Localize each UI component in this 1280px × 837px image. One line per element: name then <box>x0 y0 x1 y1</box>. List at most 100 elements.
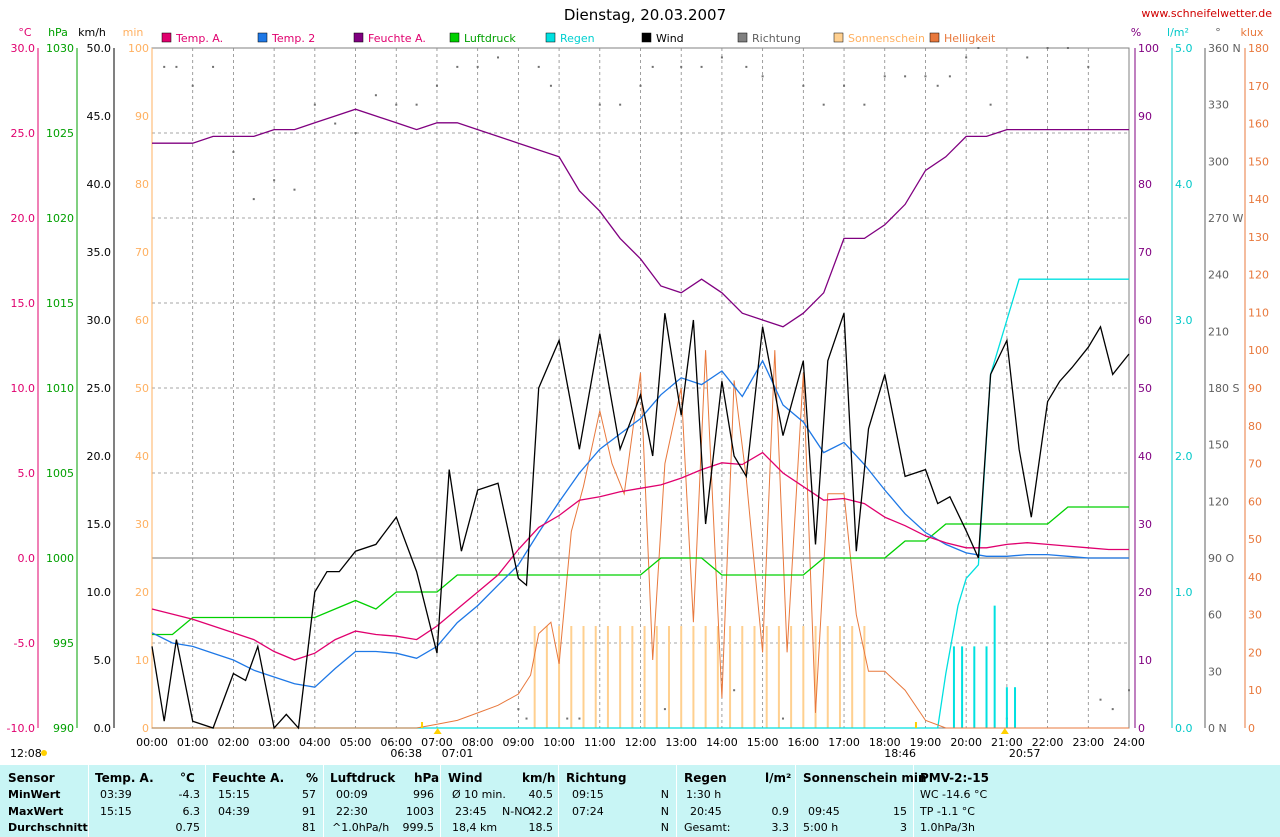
x-tick-label: 06:00 <box>380 736 412 749</box>
sunshine-axis-tick: 60 <box>135 314 149 327</box>
temp-axis-tick: 10.0 <box>11 382 36 395</box>
brightness-axis-tick: 150 <box>1248 155 1269 168</box>
brightness-axis-tick: 10 <box>1248 684 1262 697</box>
humidity-axis-tick: 60 <box>1138 314 1152 327</box>
humidity-axis-tick: 40 <box>1138 450 1152 463</box>
row-label-max: MaxWert <box>8 805 64 818</box>
legend-label: Luftdruck <box>464 32 516 45</box>
direction-axis-tick: 240 <box>1208 269 1229 282</box>
pressure-axis-tick: 1020 <box>46 212 74 225</box>
direction-axis-tick: 210 <box>1208 325 1229 338</box>
humidity-unit: % <box>306 771 319 785</box>
pmv-pressure-trend: 1.0hPa/3h <box>920 821 976 834</box>
brightness-axis-tick: 130 <box>1248 231 1269 244</box>
rain-max-time: 20:45 <box>690 805 722 818</box>
direction-point <box>1087 65 1090 68</box>
temp-axis-tick: -5.0 <box>14 637 35 650</box>
wind-axis-tick: 35.0 <box>87 246 112 259</box>
last-light-marker <box>1000 728 1009 734</box>
x-tick-label: 21:00 <box>991 736 1023 749</box>
direction-point <box>733 689 736 692</box>
series <box>151 47 1130 730</box>
pressure-axis-tick: 1000 <box>46 552 74 565</box>
direction-point <box>232 150 235 153</box>
x-tick-label: 19:00 <box>910 736 942 749</box>
direction-point <box>663 708 666 711</box>
sunshine-axis-tick: 90 <box>135 110 149 123</box>
x-tick-label: 12:00 <box>625 736 657 749</box>
x-tick-label: 00:00 <box>136 736 168 749</box>
pressure-axis-tick: 990 <box>53 722 74 735</box>
direction-point <box>252 198 255 201</box>
pressure-trend: ^1.0hPa/h <box>332 821 390 834</box>
wind-max-time: 23:45 <box>455 805 487 818</box>
rain-unit: l/m² <box>765 771 792 785</box>
direction-point <box>313 103 316 106</box>
sunshine-axis-tick: 20 <box>135 586 149 599</box>
direction-point <box>598 103 601 106</box>
wind-axis-tick: 45.0 <box>87 110 112 123</box>
brightness-axis-tick: 90 <box>1248 382 1262 395</box>
direction-point <box>212 65 215 68</box>
pressure-axis-tick: 995 <box>53 637 74 650</box>
x-tick-label: 02:00 <box>218 736 250 749</box>
x-tick-label: 24:00 <box>1113 736 1145 749</box>
rain-max-value: 0.9 <box>771 805 790 818</box>
x-tick-label: 03:00 <box>258 736 290 749</box>
legend-swatch <box>353 32 364 43</box>
sensor-header: Sensor <box>8 771 55 785</box>
direction-point <box>745 65 748 68</box>
axis-unit: l/m² <box>1167 26 1189 39</box>
direction-point <box>566 717 569 720</box>
temp-axis-tick: 25.0 <box>11 127 36 140</box>
temp-axis-tick: 30.0 <box>11 42 36 55</box>
website-link[interactable]: www.schneifelwetter.de <box>1141 7 1272 20</box>
rain-axis-tick: 4.0 <box>1175 178 1193 191</box>
humidity-max-time: 04:39 <box>218 805 250 818</box>
sunshine-axis-tick: 10 <box>135 654 149 667</box>
x-tick-label: 11:00 <box>584 736 616 749</box>
sunrise-label: 06:38 <box>390 747 422 760</box>
temp-axis-tick: -10.0 <box>7 722 35 735</box>
brightness-axis-tick: 160 <box>1248 118 1269 131</box>
first-light-marker <box>433 728 442 734</box>
pmv-header: PMV-2:-15 <box>920 771 989 785</box>
direction-point <box>863 103 866 106</box>
pressure-min-value: 996 <box>413 788 434 801</box>
stats-panel: Sensor MinWert MaxWert Durchschnitt Temp… <box>0 765 1280 837</box>
wind-axis-tick: 20.0 <box>87 450 112 463</box>
last-light-label: 20:57 <box>1009 747 1041 760</box>
series-line-luftdruck <box>152 506 1129 636</box>
direction-point <box>1026 56 1029 59</box>
brightness-axis-tick: 80 <box>1248 420 1262 433</box>
brightness-axis-tick: 170 <box>1248 80 1269 93</box>
direction-point <box>904 75 907 78</box>
sun-icon <box>41 750 47 756</box>
wind-axis-tick: 5.0 <box>94 654 112 667</box>
temp-avg-value: 0.75 <box>175 821 201 834</box>
row-label-avg: Durchschnitt <box>8 821 88 834</box>
axis-unit: % <box>1131 26 1141 39</box>
pressure-axis-tick: 1015 <box>46 297 74 310</box>
pmv-windchill: WC -14.6 °C <box>920 788 988 801</box>
direction-axis-tick: 300 <box>1208 155 1229 168</box>
direction-min-time: 09:15 <box>572 788 604 801</box>
chart-title: Dienstag, 20.03.2007 <box>564 6 726 24</box>
sunset-label: 18:46 <box>884 747 916 760</box>
direction-point <box>415 103 418 106</box>
series-line-temp-a- <box>151 451 1129 661</box>
x-tick-label: 13:00 <box>665 736 697 749</box>
legend-swatch <box>833 32 844 43</box>
wind-avg10-label: Ø 10 min. <box>452 788 506 801</box>
temp-max-time: 15:15 <box>100 805 132 818</box>
wind-axis-tick: 15.0 <box>87 518 112 531</box>
pressure-unit: hPa <box>414 771 440 785</box>
legend-label: Temp. A. <box>175 32 223 45</box>
direction-point <box>948 75 951 78</box>
axis-unit: klux <box>1241 26 1264 39</box>
direction-point <box>883 75 886 78</box>
pressure-max-value: 1003 <box>406 805 434 818</box>
direction-point <box>191 84 194 87</box>
direction-point <box>354 132 357 134</box>
legend-swatch <box>641 32 652 43</box>
